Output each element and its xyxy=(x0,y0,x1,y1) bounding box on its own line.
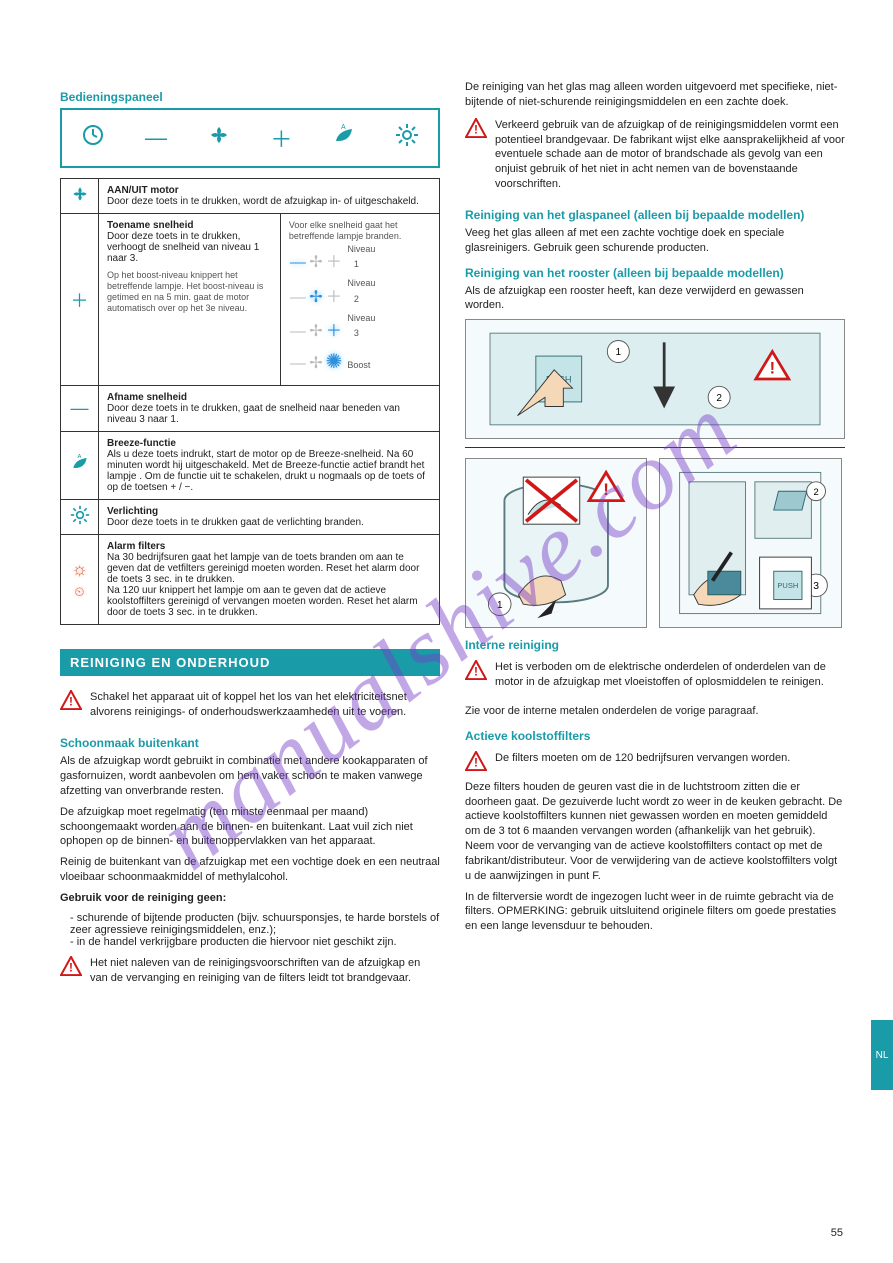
plus-icon: ＋ xyxy=(61,214,99,386)
table-row: AAN/UIT motor Door deze toets in te druk… xyxy=(61,179,440,214)
warning-icon xyxy=(60,956,82,976)
row-desc2: Na 120 uur knippert het lampje om aan te… xyxy=(107,585,418,618)
svg-text:!: ! xyxy=(603,480,609,499)
clock-icon xyxy=(62,123,125,153)
warning-text: Het niet naleven van de reinigingsvoorsc… xyxy=(90,956,440,986)
warning-misuse: Verkeerd gebruik van de afzuigkap of de … xyxy=(465,118,845,198)
light-icon xyxy=(375,123,438,153)
svg-text:!: ! xyxy=(770,360,776,378)
warning-text: De filters moeten om de 120 bedrijfsuren… xyxy=(495,751,790,766)
panel-heading: Bedieningspaneel xyxy=(60,90,440,104)
body-text: De reiniging van het glas mag alleen wor… xyxy=(465,80,845,110)
row-label: Alarm filters xyxy=(107,541,165,552)
row-label: AAN/UIT motor xyxy=(107,185,179,196)
warning-carbon: De filters moeten om de 120 bedrijfsuren… xyxy=(465,751,845,772)
svg-text:3: 3 xyxy=(814,581,820,592)
alarm-icon: ☼⏲ xyxy=(61,535,99,625)
illustration-push-panel: PUSH 1 2 ! xyxy=(465,319,845,439)
row-label: Breeze-functie xyxy=(107,438,176,449)
table-row: Breeze-functie Als u deze toets indrukt,… xyxy=(61,432,440,500)
table-row: ＋ Toename snelheid Door deze toets in te… xyxy=(61,214,440,386)
svg-text:PUSH: PUSH xyxy=(778,581,799,590)
grid-heading: Reiniging van het rooster (alleen bij be… xyxy=(465,266,845,280)
bullets-list: schurende of bijtende producten (bijv. s… xyxy=(60,912,440,948)
leaf-icon xyxy=(61,432,99,500)
svg-text:1: 1 xyxy=(497,600,503,611)
row-desc: Door deze toets in te drukken, verhoogt … xyxy=(107,231,259,264)
row-desc: Door deze toets in te drukken, wordt de … xyxy=(107,196,419,207)
plus-icon: ＋ xyxy=(250,122,313,154)
row-label: Toename snelheid xyxy=(107,220,194,231)
list-item: in de handel verkrijgbare producten die … xyxy=(70,936,440,948)
body-text: Deze filters houden de geuren vast die i… xyxy=(465,780,845,884)
bullets-intro: Gebruik voor de reiniging geen: xyxy=(60,891,440,906)
illustration-cabinet-clean: 2 3 PUSH xyxy=(659,458,841,628)
warning-icon xyxy=(465,118,487,138)
minus-icon: — xyxy=(125,125,188,151)
language-tab: NL xyxy=(871,1020,893,1090)
warning-text: Verkeerd gebruik van de afzuigkap of de … xyxy=(495,118,845,192)
light-icon xyxy=(61,500,99,535)
svg-text:2: 2 xyxy=(814,486,819,497)
levels-label: Voor elke snelheid gaat het betreffende … xyxy=(289,220,401,241)
functions-table: AAN/UIT motor Door deze toets in te druk… xyxy=(60,178,440,625)
warning-power: Schakel het apparaat uit of koppel het l… xyxy=(60,690,440,726)
row-label: Verlichting xyxy=(107,506,158,517)
warning-fire: Het niet naleven van de reinigingsvoorsc… xyxy=(60,956,440,992)
row-desc: Door deze toets in te drukken, gaat de s… xyxy=(107,403,400,425)
body-text: In de filterversie wordt de ingezogen lu… xyxy=(465,890,845,935)
table-row: Verlichting Door deze toets in te drukke… xyxy=(61,500,440,535)
speed-levels: —✢＋ Niveau 1 —✢＋ Niveau 2 —✢＋ Niveau 3 —… xyxy=(289,242,431,379)
control-panel-strip: — ＋ xyxy=(60,108,440,168)
body-text: Als de afzuigkap wordt gebruikt in combi… xyxy=(60,754,440,799)
carbon-heading: Actieve koolstoffilters xyxy=(465,729,845,743)
table-row: — Afname snelheid Door deze toets in te … xyxy=(61,386,440,432)
warning-icon xyxy=(465,660,487,680)
section-title: REINIGING EN ONDERHOUD xyxy=(60,649,440,676)
row-desc: Door deze toets in te drukken gaat de ve… xyxy=(107,517,364,528)
svg-text:1: 1 xyxy=(616,347,622,358)
warning-internal: Het is verboden om de elektrische onderd… xyxy=(465,660,845,696)
body-text: Reinig de buitenkant van de afzuigkap me… xyxy=(60,855,440,885)
body-text: De afzuigkap moet regelmatig (ten minste… xyxy=(60,805,440,850)
fan-icon xyxy=(61,179,99,214)
warning-icon xyxy=(60,690,82,710)
body-text: Zie voor de interne metalen onderdelen d… xyxy=(465,704,845,719)
warning-text: Het is verboden om de elektrische onderd… xyxy=(495,660,845,690)
leaf-icon xyxy=(313,123,376,153)
glass-heading: Reiniging van het glaspaneel (alleen bij… xyxy=(465,208,845,222)
body-text: Als de afzuigkap een rooster heeft, kan … xyxy=(465,284,845,314)
fan-icon xyxy=(187,123,250,153)
body-text: Veeg het glas alleen af met een zachte v… xyxy=(465,226,845,256)
internal-heading: Interne reiniging xyxy=(465,638,845,652)
warning-icon xyxy=(465,751,487,771)
minus-icon: — xyxy=(61,386,99,432)
illustration-cylinder-notouch: ! 1 xyxy=(465,458,647,628)
list-item: schurende of bijtende producten (bijv. s… xyxy=(70,912,440,936)
ext-clean-heading: Schoonmaak buitenkant xyxy=(60,736,440,750)
svg-text:2: 2 xyxy=(716,393,722,404)
row-desc: Na 30 bedrijfsuren gaat het lampje van d… xyxy=(107,552,419,585)
boost-note: Op het boost-niveau knippert het betreff… xyxy=(107,270,263,313)
row-label: Afname snelheid xyxy=(107,392,187,403)
warning-text: Schakel het apparaat uit of koppel het l… xyxy=(90,690,440,720)
page-number: 55 xyxy=(831,1227,843,1239)
table-row: ☼⏲ Alarm filters Na 30 bedrijfsuren gaat… xyxy=(61,535,440,625)
